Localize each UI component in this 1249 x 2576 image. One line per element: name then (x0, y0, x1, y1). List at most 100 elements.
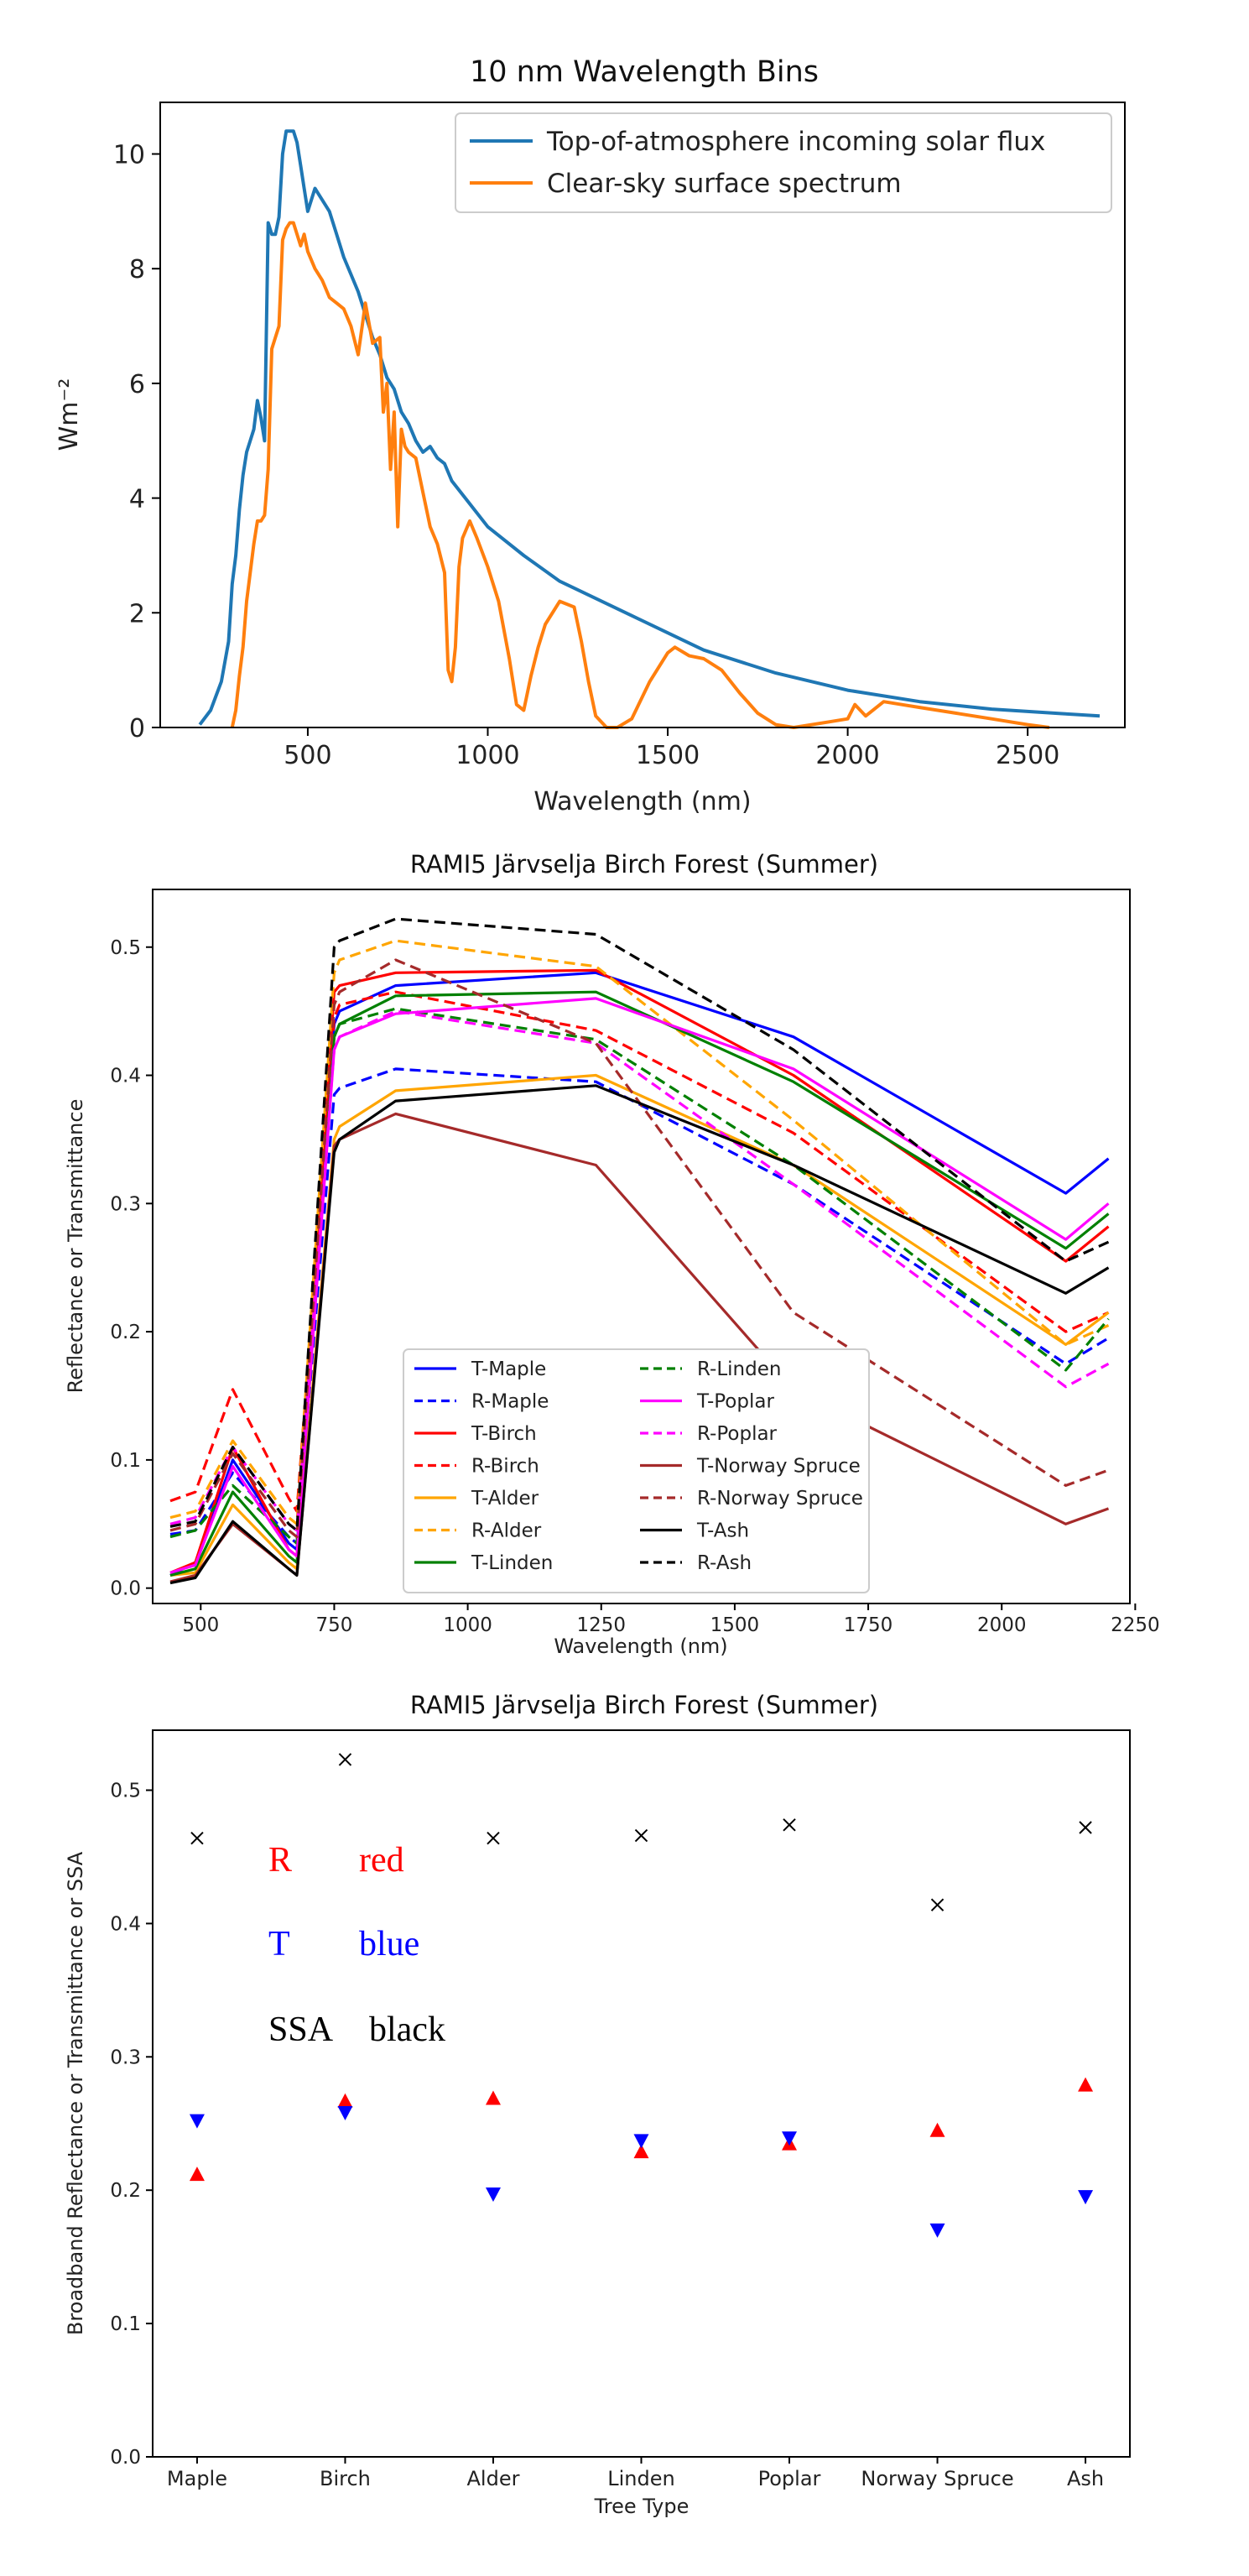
x-tick-label: 1500 (636, 741, 700, 770)
chart3-title: RAMI5 Järvselja Birch Forest (Summer) (410, 1691, 878, 1719)
x-tick-label: 2000 (815, 741, 879, 770)
y-tick-label: 10 (113, 141, 145, 170)
marker-ssa-poplar (783, 1818, 796, 1832)
legend-label-r-poplar: R-Poplar (697, 1423, 778, 1445)
marker-ssa-norway-spruce (930, 1898, 945, 1911)
y-tick-label: 0.5 (110, 1781, 141, 1802)
y-tick-label: 0 (129, 714, 145, 743)
series-line-top-of-atmosphere-incoming-solar-flux (198, 129, 1101, 726)
x-tick-label: 500 (284, 741, 331, 770)
marker-ssa-linden (634, 1828, 648, 1843)
series-line-t-linden (169, 990, 1110, 1577)
marker-r-birch (337, 2093, 353, 2108)
marker-r-alder (485, 2090, 501, 2105)
chart3-ylabel: Broadband Reflectance or Transmittance o… (64, 1851, 87, 2335)
series-line-r-linden (169, 1007, 1110, 1545)
chart-solar-spectrum: 10 nm Wavelength Bins 500 1000 1500 2000 250… (55, 55, 1126, 816)
x-tick-label-poplar: Poplar (758, 2467, 821, 2490)
x-tick-label-alder: Alder (467, 2467, 520, 2490)
y-tick-label: 0.4 (110, 1913, 141, 1935)
chart2-title: RAMI5 Järvselja Birch Forest (Summer) (410, 850, 878, 879)
x-tick-label: 500 (182, 1614, 219, 1636)
annotation-ssa-label: SSA (268, 2010, 334, 2049)
chart2-legend: T-Maple R-Maple T-Birch R-Birch T-Alder R-Ald… (403, 1348, 870, 1593)
marker-t-poplar (782, 2131, 798, 2146)
x-tick-label-birch: Birch (320, 2467, 371, 2490)
chart3-annotations: R red T blue SSA black (268, 1841, 445, 2049)
x-tick-label-ash: Ash (1067, 2467, 1104, 2490)
marker-t-norway-spruce (929, 2223, 945, 2238)
legend-label-t-linden: T-Linden (471, 1552, 553, 1574)
chart-reflectance-spectra: RAMI5 Järvselja Birch Forest (Summer) 50… (64, 850, 1160, 1658)
chart2-plot-frame (152, 889, 1131, 1604)
series-line-t-maple (169, 971, 1110, 1577)
legend-label-r-linden: R-Linden (697, 1358, 781, 1380)
y-tick-label: 0.0 (110, 1578, 141, 1600)
chart2-xlabel: Wavelength (nm) (554, 1635, 727, 1658)
y-tick-label: 0.1 (110, 2313, 141, 2335)
marker-ssa-ash (1079, 1821, 1092, 1834)
chart1-legend-box (455, 112, 1112, 213)
marker-t-maple (189, 2114, 205, 2129)
annotation-t-desc: blue (359, 1925, 419, 1963)
chart2-ylabel: Reflectance or Transmittance (64, 1099, 87, 1394)
legend-label-t-poplar: T-Poplar (696, 1391, 774, 1413)
legend-label-t-norway-spruce: T-Norway Spruce (696, 1456, 861, 1478)
legend-label-r-alder: R-Alder (471, 1520, 542, 1542)
y-tick-label: 0.5 (110, 937, 141, 959)
x-tick-label-maple: Maple (167, 2467, 227, 2490)
legend-label-r-birch: R-Birch (471, 1456, 539, 1478)
series-line-r-birch (169, 990, 1110, 1513)
legend-label-t-birch: T-Birch (471, 1423, 537, 1445)
y-tick-label: 0.3 (110, 1193, 141, 1215)
series-line-r-norway-spruce (169, 958, 1110, 1539)
marker-ssa-alder (487, 1832, 500, 1845)
series-line-t-poplar (169, 997, 1110, 1574)
marker-t-alder (485, 2187, 501, 2202)
series-line-t-alder (169, 1073, 1110, 1577)
marker-t-ash (1078, 2190, 1094, 2205)
chart1-xlabel: Wavelength (nm) (533, 787, 751, 816)
legend-label-r-norway-spruce: R-Norway Spruce (697, 1488, 863, 1510)
marker-t-birch (337, 2106, 353, 2121)
y-tick-label: 0.1 (110, 1450, 141, 1472)
y-tick-label: 0.2 (110, 2180, 141, 2202)
y-tick-label: 0.4 (110, 1066, 141, 1087)
annotation-r-desc: red (359, 1841, 404, 1880)
y-tick-label: 8 (129, 255, 145, 284)
chart1-title: 10 nm Wavelength Bins (470, 55, 819, 89)
x-tick-label: 1750 (844, 1614, 893, 1636)
marker-ssa-birch (338, 1753, 352, 1766)
chart3-xlabel: Tree Type (594, 2495, 690, 2518)
y-tick-label: 6 (129, 370, 145, 399)
series-line-r-alder (169, 939, 1110, 1525)
legend-label-toa: Top-of-atmosphere incoming solar flux (546, 127, 1045, 157)
legend-label-r-maple: R-Maple (471, 1391, 549, 1413)
annotation-ssa-desc: black (369, 2010, 445, 2049)
x-tick-label: 2000 (977, 1614, 1027, 1636)
x-tick-label: 1500 (710, 1614, 760, 1636)
y-tick-label: 0.0 (110, 2447, 141, 2469)
x-tick-label-norway-spruce: Norway Spruce (861, 2467, 1013, 2490)
series-line-t-ash (169, 1084, 1110, 1585)
legend-label-r-ash: R-Ash (697, 1552, 752, 1574)
x-tick-label: 750 (315, 1614, 352, 1636)
marker-t-linden (633, 2134, 649, 2149)
x-tick-label: 1250 (576, 1614, 626, 1636)
annotation-r-label: R (268, 1841, 292, 1880)
series-line-r-maple (169, 1067, 1110, 1545)
marker-r-maple (189, 2167, 205, 2182)
x-tick-label: 1000 (443, 1614, 492, 1636)
legend-label-t-alder: T-Alder (471, 1488, 539, 1510)
legend-label-t-ash: T-Ash (696, 1520, 749, 1542)
chart1-plot-frame (159, 102, 1126, 728)
y-tick-label: 4 (129, 485, 145, 514)
legend-label-t-maple: T-Maple (471, 1358, 546, 1380)
marker-r-norway-spruce (929, 2122, 945, 2137)
marker-ssa-maple (190, 1832, 204, 1845)
y-tick-label: 0.2 (110, 1322, 141, 1343)
chart-broadband-scatter: RAMI5 Järvselja Birch Forest (Summer) Ma… (64, 1691, 1131, 2518)
y-tick-label: 2 (129, 599, 145, 628)
chart1-ylabel: Wm⁻² (55, 378, 84, 451)
